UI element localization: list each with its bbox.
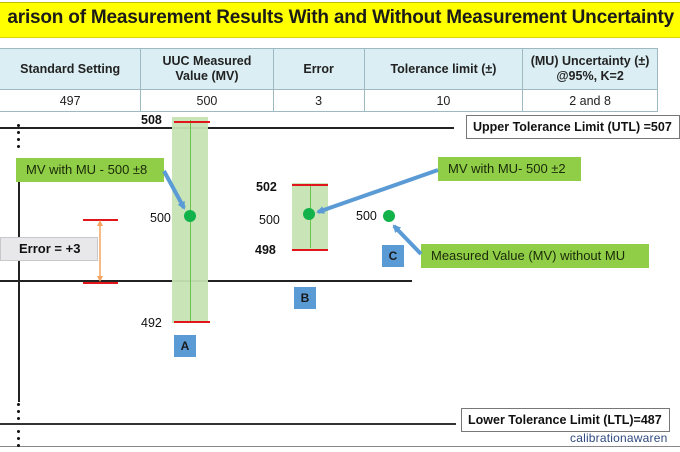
vertical-axis [18, 180, 20, 402]
header-uncertainty: (MU) Uncertainty (±) @95%, K=2 [522, 48, 658, 90]
band-a-upper-value: 508 [141, 113, 162, 127]
table-row: 497 500 3 10 2 and 8 [0, 89, 658, 112]
axis-dot [17, 417, 20, 420]
arrow-icon [162, 170, 186, 210]
band-b-upper-mark [292, 184, 328, 186]
case-tag-a: A [174, 335, 196, 357]
case-tag-c: C [382, 245, 404, 267]
axis-dot [17, 403, 20, 406]
axis-dot [17, 444, 20, 447]
band-a-lower-value: 492 [141, 316, 162, 330]
measured-point-a [184, 210, 196, 222]
header-error: Error [272, 48, 365, 90]
measured-point-c [383, 210, 395, 222]
arrow-icon [392, 224, 423, 256]
band-a-upper-mark [174, 121, 210, 123]
band-b-lower-mark [292, 249, 328, 251]
arrow-icon [316, 168, 439, 214]
error-label: Error = +3 [0, 237, 98, 261]
case-tag-b: B [294, 287, 316, 309]
cell-uncertainty: 2 and 8 [522, 89, 658, 112]
axis-dot [17, 430, 20, 433]
callout-b: MV with MU- 500 ±2 [438, 157, 581, 181]
axis-dot [17, 145, 20, 148]
band-b-lower-value: 498 [255, 243, 276, 257]
ltl-label: Lower Tolerance Limit (LTL)=487 [461, 408, 670, 432]
point-c-value: 500 [356, 209, 377, 223]
axis-dot [17, 437, 20, 440]
axis-dot [17, 410, 20, 413]
axis-dot [17, 124, 20, 127]
page-title: arison of Measurement Results With and W… [7, 7, 674, 28]
table-header-row: Standard Setting UUC Measured Value (MV) … [0, 48, 658, 90]
ltl-line [0, 423, 456, 425]
cell-tolerance: 10 [363, 89, 524, 112]
band-b-value: 500 [259, 213, 280, 227]
cell-standard-setting: 497 [0, 89, 142, 112]
band-a-value: 500 [150, 211, 171, 225]
callout-c: Measured Value (MV) without MU [421, 244, 649, 268]
header-standard-setting: Standard Setting [0, 48, 142, 90]
header-tolerance-limit: Tolerance limit (±) [363, 48, 524, 90]
measured-point-b [303, 208, 315, 220]
title-bar [0, 2, 680, 38]
cell-error: 3 [272, 89, 365, 112]
band-b-upper-value: 502 [256, 180, 277, 194]
utl-line [0, 127, 454, 129]
header-uuc-measured-value: UUC Measured Value (MV) [140, 48, 274, 90]
callout-a: MV with MU - 500 ±8 [16, 158, 164, 182]
band-a-lower-mark [174, 321, 210, 323]
bottom-rule [0, 446, 680, 447]
axis-dot [17, 138, 20, 141]
watermark: calibrationawaren [570, 431, 668, 445]
cell-measured-value: 500 [140, 89, 274, 112]
utl-label: Upper Tolerance Limit (UTL) =507 [466, 115, 680, 139]
measurement-table: Standard Setting UUC Measured Value (MV) … [0, 48, 658, 112]
error-lower-mark [83, 282, 118, 284]
axis-dot [17, 131, 20, 134]
